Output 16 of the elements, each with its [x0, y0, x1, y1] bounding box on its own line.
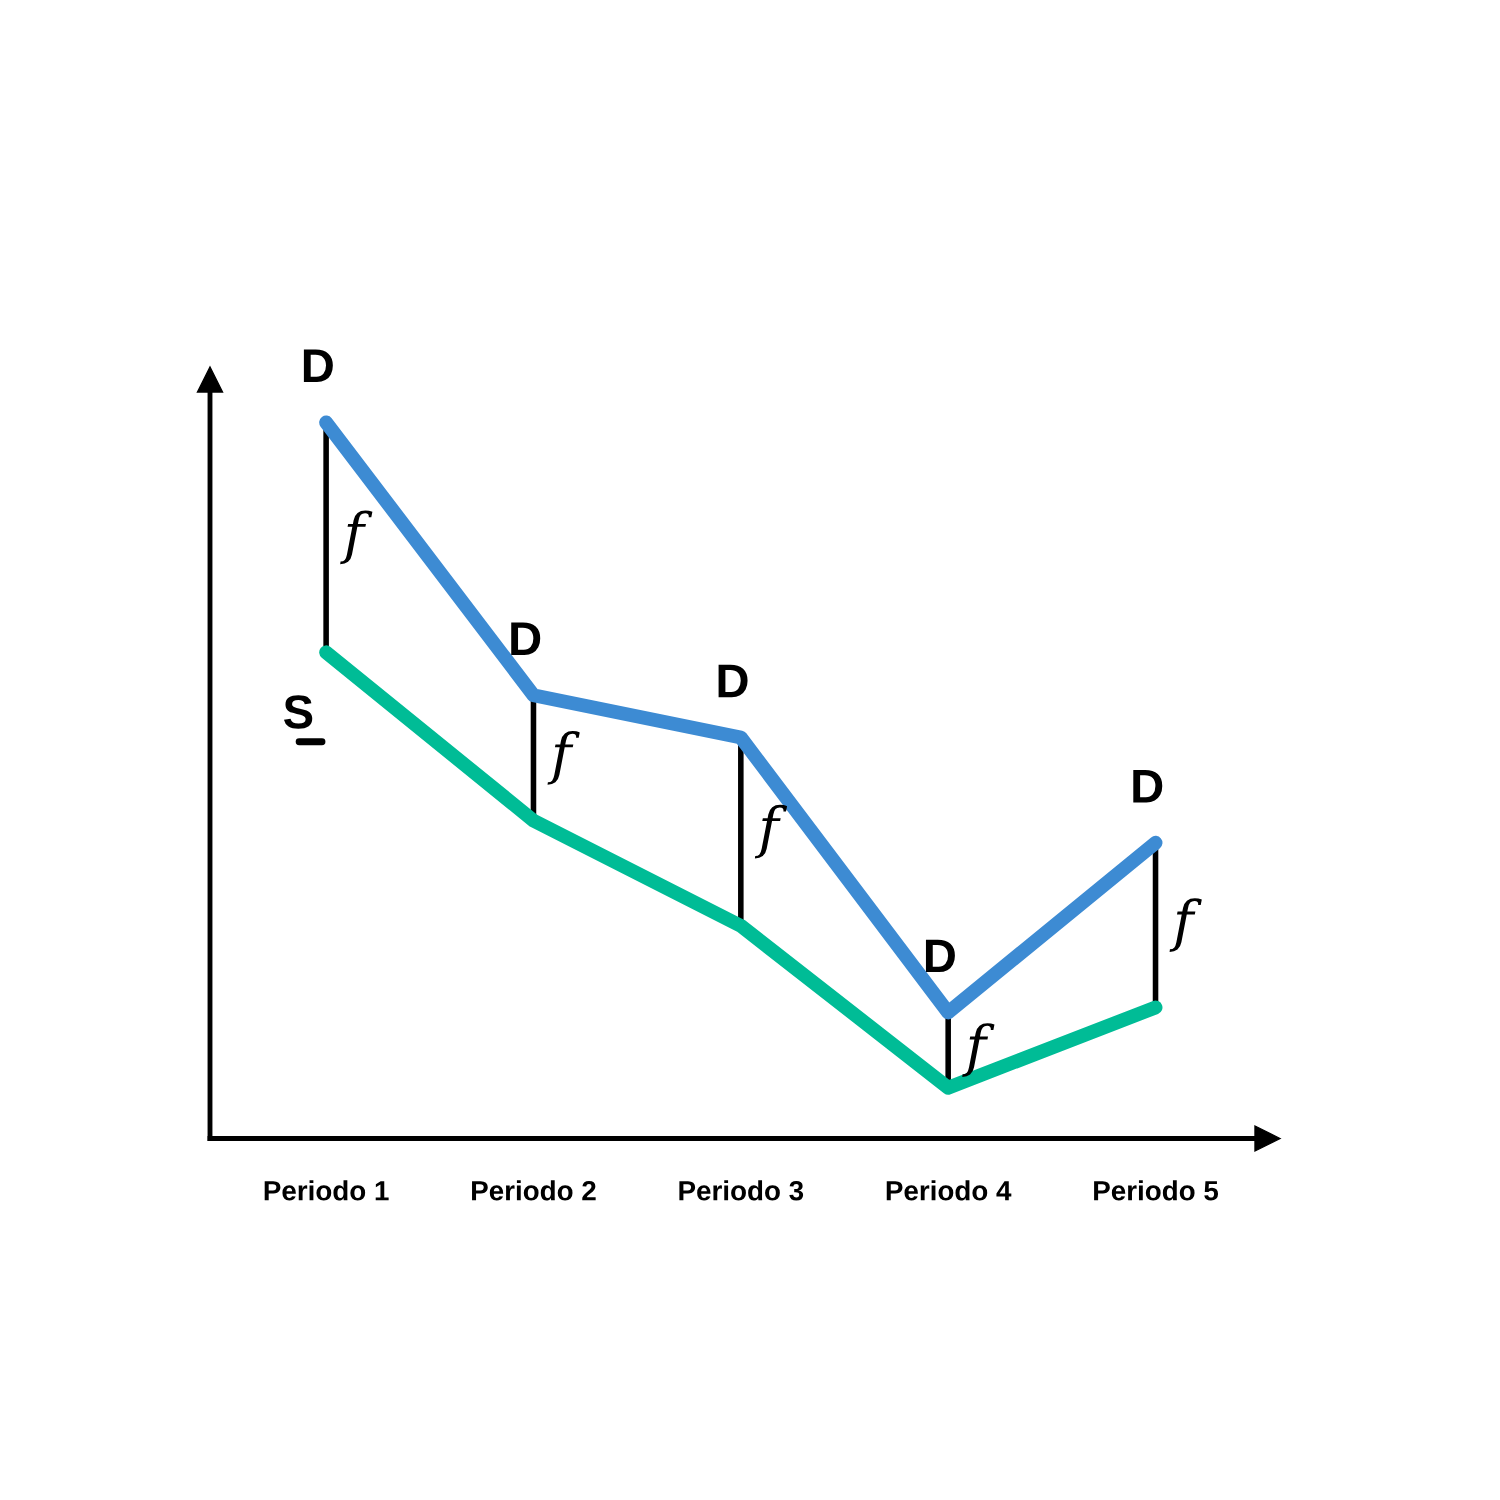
annotation: D	[718, 664, 748, 698]
x-tick-label: Periodo 4	[886, 1180, 1012, 1201]
annotation: f	[1169, 898, 1202, 952]
annotation: f	[340, 510, 373, 565]
annotation: D	[303, 349, 333, 383]
annotation: f	[547, 731, 580, 785]
annotation: f	[962, 1023, 995, 1077]
annotation: D	[1133, 769, 1163, 803]
x-tick-label: Periodo 3	[679, 1180, 804, 1201]
annotation: S	[283, 695, 313, 729]
x-tick-label: Periodo 2	[472, 1180, 596, 1201]
x-tick-label: Periodo 5	[1094, 1180, 1219, 1201]
annotation: f	[754, 804, 788, 859]
x-tick-label: Periodo 1	[264, 1180, 389, 1201]
annotation: D	[511, 622, 541, 655]
annotation: D	[925, 939, 955, 973]
